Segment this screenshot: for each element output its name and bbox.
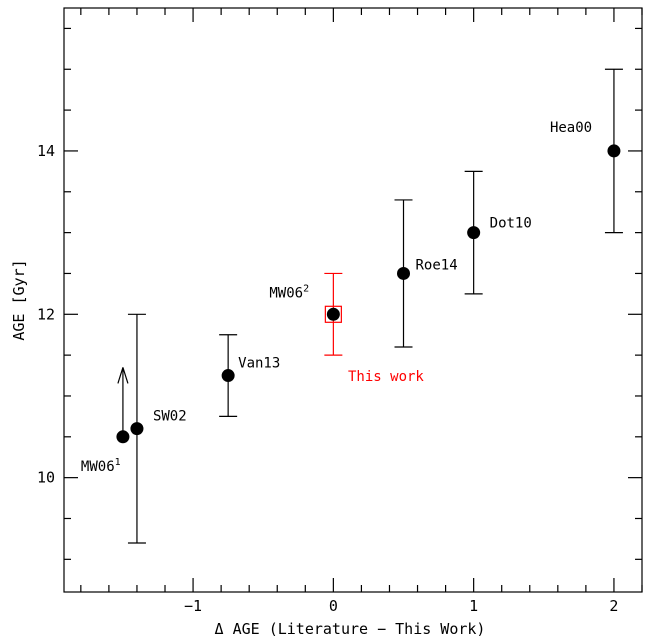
axis-ticks <box>64 8 643 592</box>
point-label-dot10: Dot10 <box>490 216 532 232</box>
y-tick-label: 10 <box>37 469 55 487</box>
plot-frame <box>63 7 643 593</box>
x-tick-label: 0 <box>329 597 338 615</box>
data-markers <box>116 68 623 544</box>
data-point-roe14 <box>397 266 411 280</box>
arrow-head-right-mw061 <box>122 367 129 384</box>
point-label-mw062: MW062 <box>269 283 309 301</box>
point-label-hea00: Hea00 <box>550 120 592 136</box>
y-tick-label: 14 <box>37 142 55 160</box>
x-axis-title: Δ AGE (Literature − This Work) <box>215 620 486 638</box>
y-axis-title: AGE [Gyr] <box>10 259 28 340</box>
data-point-dot10 <box>467 226 481 240</box>
x-tick-label: −1 <box>184 597 202 615</box>
x-tick-label: 1 <box>469 597 478 615</box>
highlight-box-mw062 <box>324 305 342 323</box>
data-point-mw061 <box>116 430 130 444</box>
y-tick-label: 12 <box>37 305 55 323</box>
data-point-hea00 <box>607 144 621 158</box>
arrow-head-left-mw061 <box>117 367 124 384</box>
point-label-van13: Van13 <box>238 356 280 372</box>
this-work-annotation: This work <box>348 369 424 385</box>
point-label-mw061: MW061 <box>81 457 121 475</box>
data-point-van13 <box>221 369 235 383</box>
x-tick-label: 2 <box>609 597 618 615</box>
point-label-sw02: SW02 <box>153 409 187 425</box>
point-labels: MW061 SW02 Van13 MW062 Roe14 Dot10 Hea00 <box>81 120 592 475</box>
data-point-sw02 <box>130 422 144 436</box>
data-point-mw062 <box>326 307 340 321</box>
point-label-roe14: Roe14 <box>416 257 458 273</box>
